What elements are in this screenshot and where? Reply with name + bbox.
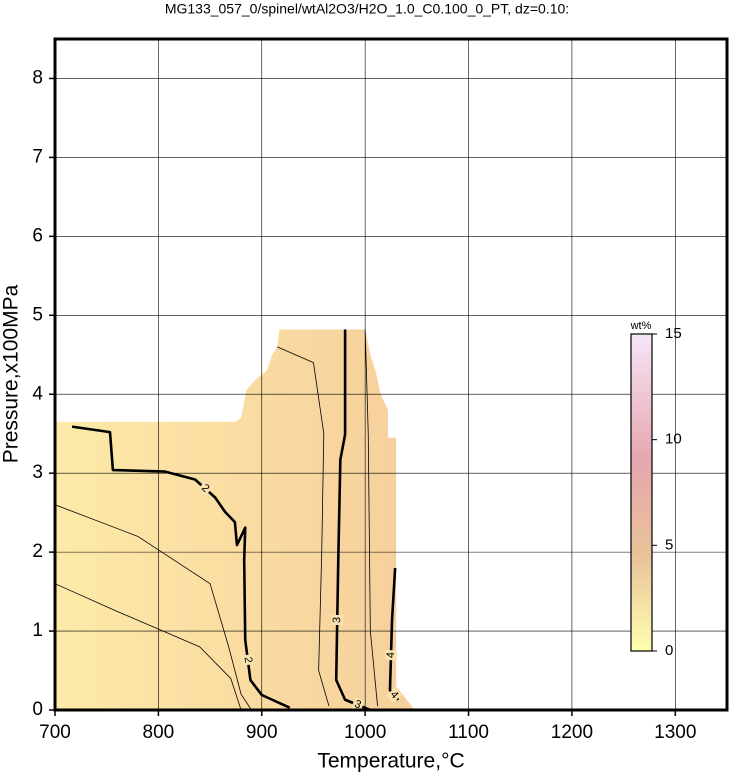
x-axis-label: Temperature,°C [317,750,464,773]
contour-label-bg [384,649,398,661]
plot-frame [53,37,729,712]
x-tick-label: 800 [143,722,175,743]
x-tick-label: 1100 [448,722,489,743]
x-tick-label: 1200 [551,722,593,743]
contour-label: 2 [241,654,255,666]
contour-label-text: 2 [242,656,255,664]
contour-line [334,329,371,712]
contour-label: 3 [331,614,344,626]
x-tick-label: 1000 [344,722,386,743]
x-tick-label: 900 [246,722,278,743]
y-axis-label: Pressure,x100MPa [0,284,23,463]
y-tick-label: 8 [32,67,43,88]
y-tick-label: 7 [32,146,43,167]
x-tick-label: 1300 [654,722,696,743]
contour-line [277,346,330,707]
contour-label: 4 [386,687,402,703]
contour-line [54,583,242,711]
contour-label-text: 3 [353,698,363,711]
contour-line [364,329,378,707]
contour-label: 4 [384,649,398,661]
contour-label: 2 [197,480,213,497]
colorbar-tick-label: 5 [665,536,673,553]
y-tick-label: 1 [32,620,43,641]
data-region [55,329,415,710]
chart-title: MG133_057_0/spinel/wtAl2O3/H2O_1.0_C0.10… [165,1,569,17]
y-tick-label: 2 [32,541,43,562]
contour-label-bg [386,687,402,703]
colorbar [630,333,653,652]
y-tick-label: 5 [32,304,43,325]
colorbar-label: wt% [630,320,652,332]
contour-line [71,425,291,709]
contour-label-bg [331,614,344,626]
colorbar-tick-label: 0 [665,642,673,659]
y-tick-label: 4 [32,383,43,404]
y-tick-label: 3 [32,462,43,483]
y-tick-label: 0 [32,699,43,720]
contour-line [54,504,252,711]
colorbar-tick-label: 15 [665,325,682,342]
contour-label-bg [197,480,213,497]
colorbar-tick-label: 10 [665,431,682,448]
contour-label-text: 4 [385,652,397,658]
x-tick-label: 700 [39,722,71,743]
contour-label-text: 3 [331,617,343,623]
y-tick-label: 6 [32,225,43,246]
contour-label-bg [241,654,255,666]
